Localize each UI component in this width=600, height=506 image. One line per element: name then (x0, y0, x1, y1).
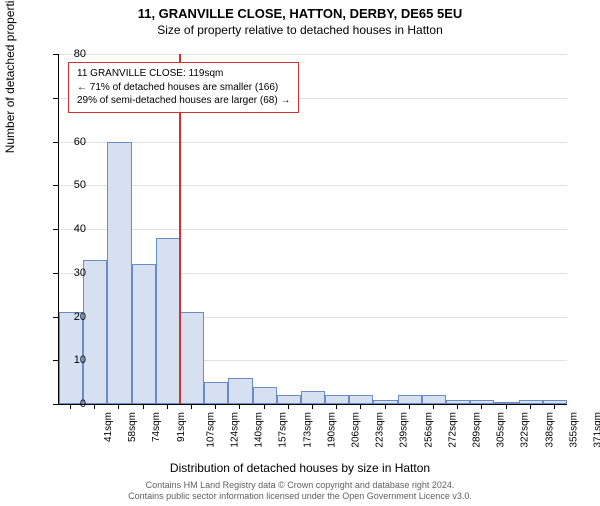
x-tick (385, 404, 386, 409)
y-axis-title: Number of detached properties (3, 0, 17, 153)
histogram-bar (204, 382, 228, 404)
histogram-bar (107, 142, 131, 405)
histogram-bar (470, 400, 494, 404)
chart-subtitle: Size of property relative to detached ho… (0, 23, 600, 37)
x-tick (336, 404, 337, 409)
footer-text: Contains HM Land Registry data © Crown c… (0, 480, 600, 502)
x-tick (530, 404, 531, 409)
y-tick (53, 142, 59, 143)
y-tick-label: 30 (66, 267, 86, 279)
histogram-bar (325, 395, 349, 404)
x-tick (215, 404, 216, 409)
histogram-bar (277, 395, 301, 404)
x-tick (457, 404, 458, 409)
y-tick-label: 50 (66, 179, 86, 191)
histogram-bar (301, 391, 325, 404)
y-tick-label: 10 (66, 354, 86, 366)
x-tick-label: 157sqm (278, 412, 289, 448)
y-tick-label: 80 (66, 48, 86, 60)
x-tick-label: 223sqm (375, 412, 386, 448)
x-tick (70, 404, 71, 409)
x-tick-label: 91sqm (176, 412, 187, 442)
x-tick-label: 173sqm (302, 412, 313, 448)
x-tick-label: 124sqm (230, 412, 241, 448)
y-tick (53, 185, 59, 186)
x-tick-label: 206sqm (351, 412, 362, 448)
x-tick (239, 404, 240, 409)
x-tick (191, 404, 192, 409)
histogram-bar (83, 260, 107, 404)
x-tick-label: 305sqm (496, 412, 507, 448)
x-tick-label: 256sqm (423, 412, 434, 448)
y-tick-label: 0 (66, 398, 86, 410)
info-box-line: 29% of semi-detached houses are larger (… (77, 94, 290, 108)
x-tick-label: 58sqm (127, 412, 138, 442)
histogram-bar (519, 400, 543, 404)
info-box-line: 11 GRANVILLE CLOSE: 119sqm (77, 67, 290, 81)
x-axis-title: Distribution of detached houses by size … (0, 461, 600, 475)
grid-line (59, 229, 567, 230)
y-tick-label: 60 (66, 136, 86, 148)
histogram-bar (253, 387, 277, 405)
x-tick-label: 289sqm (472, 412, 483, 448)
x-tick (481, 404, 482, 409)
footer-line-1: Contains HM Land Registry data © Crown c… (0, 480, 600, 491)
x-tick-label: 371sqm (592, 412, 600, 448)
x-tick (143, 404, 144, 409)
chart-container: 11, GRANVILLE CLOSE, HATTON, DERBY, DE65… (0, 6, 600, 506)
y-tick (53, 229, 59, 230)
x-tick (506, 404, 507, 409)
x-tick-label: 322sqm (520, 412, 531, 448)
histogram-bar (494, 402, 518, 404)
chart-title: 11, GRANVILLE CLOSE, HATTON, DERBY, DE65… (0, 6, 600, 21)
x-tick-label: 107sqm (205, 412, 216, 448)
y-tick (53, 98, 59, 99)
x-tick-label: 338sqm (544, 412, 555, 448)
y-tick-label: 20 (66, 311, 86, 323)
x-tick-label: 239sqm (399, 412, 410, 448)
x-tick (264, 404, 265, 409)
x-tick (288, 404, 289, 409)
x-tick (409, 404, 410, 409)
histogram-bar (373, 400, 397, 404)
histogram-bar (132, 264, 156, 404)
histogram-bar (543, 400, 567, 404)
grid-line (59, 185, 567, 186)
grid-line (59, 142, 567, 143)
x-tick-label: 355sqm (568, 412, 579, 448)
histogram-bar (349, 395, 373, 404)
y-tick-label: 40 (66, 223, 86, 235)
y-tick (53, 273, 59, 274)
x-tick (312, 404, 313, 409)
x-tick (94, 404, 95, 409)
x-tick (118, 404, 119, 409)
x-tick-label: 272sqm (447, 412, 458, 448)
x-tick (167, 404, 168, 409)
histogram-bar (422, 395, 446, 404)
x-tick (433, 404, 434, 409)
grid-line (59, 54, 567, 55)
histogram-bar (398, 395, 422, 404)
info-box-line: ← 71% of detached houses are smaller (16… (77, 81, 290, 95)
histogram-bar (180, 312, 204, 404)
x-tick (360, 404, 361, 409)
histogram-bar (156, 238, 180, 404)
x-tick-label: 74sqm (151, 412, 162, 442)
x-tick (554, 404, 555, 409)
histogram-bar (446, 400, 470, 404)
y-tick (53, 54, 59, 55)
x-tick-label: 140sqm (254, 412, 265, 448)
info-box: 11 GRANVILLE CLOSE: 119sqm← 71% of detac… (68, 62, 299, 113)
x-tick-label: 190sqm (326, 412, 337, 448)
footer-line-2: Contains public sector information licen… (0, 491, 600, 502)
histogram-bar (228, 378, 252, 404)
y-tick (53, 404, 59, 405)
x-tick-label: 41sqm (103, 412, 114, 442)
